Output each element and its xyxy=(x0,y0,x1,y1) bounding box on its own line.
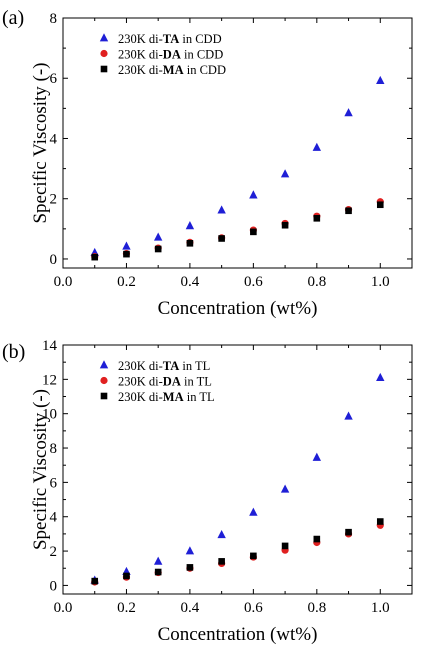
data-point xyxy=(153,556,163,565)
data-point xyxy=(185,546,195,555)
x-tick-label: 0.2 xyxy=(117,600,136,616)
x-tick-label: 1.0 xyxy=(371,600,390,616)
x-tick-label: 0.6 xyxy=(244,600,263,616)
x-tick-label: 0.6 xyxy=(244,274,263,290)
data-point xyxy=(154,568,162,576)
data-point xyxy=(376,201,384,209)
chart-panel-b: (b) 0.0 0.2 0.4 0.6 0.8 1.0 0 2 4 6 8 10 12 14 Concentr… xyxy=(2,338,413,645)
data-point xyxy=(186,564,194,571)
data-point xyxy=(91,577,99,585)
data-point xyxy=(345,207,352,215)
data-point xyxy=(280,484,290,493)
data-point xyxy=(376,518,384,525)
plot-frame xyxy=(62,344,413,595)
y-tick-label: 8 xyxy=(50,11,58,27)
y-tick-label: 0 xyxy=(50,252,58,268)
legend-marker xyxy=(99,360,109,369)
data-point xyxy=(376,372,385,381)
data-point xyxy=(376,75,385,85)
legend-marker xyxy=(100,49,108,58)
y-tick-label: 2 xyxy=(50,192,58,208)
data-point xyxy=(153,232,163,241)
data-point xyxy=(280,169,290,178)
data-point xyxy=(250,228,257,236)
data-point xyxy=(249,190,258,199)
legend-marker xyxy=(100,65,108,73)
data-point xyxy=(345,528,352,536)
y-tick-label: 12 xyxy=(42,372,57,388)
y-tick-label: 10 xyxy=(42,407,57,423)
legend-label: 230K di-MA in TL xyxy=(118,390,215,404)
panel-label: (a) xyxy=(2,7,24,29)
data-point xyxy=(312,142,322,151)
data-point xyxy=(250,552,257,560)
data-point xyxy=(122,241,131,250)
data-point xyxy=(218,558,225,565)
data-point xyxy=(154,245,162,253)
x-tick-label: 0.4 xyxy=(181,274,200,290)
data-point xyxy=(217,529,226,539)
data-point xyxy=(218,235,225,242)
x-axis-label: Concentration (wt%) xyxy=(158,298,318,319)
data-point xyxy=(217,205,226,214)
legend-label: 230K di-DA in TL xyxy=(118,375,212,389)
data-point xyxy=(123,572,130,580)
y-axis-label: Specific Viscosity (-) xyxy=(30,389,51,550)
series-ta xyxy=(90,75,385,256)
series-ma xyxy=(91,201,384,261)
legend-label: 230K di-MA in CDD xyxy=(118,63,226,77)
data-point xyxy=(123,250,130,258)
x-tick-label: 0.8 xyxy=(307,600,326,616)
chart-panel-a: (a) 0.0 0.2 0.4 0.6 0.8 1.0 0 2 4 6 8 Concentration … xyxy=(2,7,413,319)
legend-marker xyxy=(100,376,108,385)
x-axis-label: Concentration (wt%) xyxy=(158,624,318,645)
y-tick-label: 14 xyxy=(42,338,58,354)
data-point xyxy=(91,253,99,261)
panel-label: (b) xyxy=(2,341,25,363)
data-point xyxy=(249,507,258,516)
x-tick-label: 0.0 xyxy=(54,274,73,290)
y-axis-label: Specific Viscosity (-) xyxy=(30,62,51,223)
data-point xyxy=(281,542,289,550)
data-point xyxy=(312,452,322,461)
y-tick-label: 4 xyxy=(50,131,58,147)
legend-label: 230K di-DA in CDD xyxy=(118,48,223,62)
data-point xyxy=(186,240,194,247)
series-ma xyxy=(91,518,384,585)
legend-label: 230K di-TA in TL xyxy=(118,359,210,373)
data-point xyxy=(344,108,353,117)
data-point xyxy=(281,221,289,229)
x-tick-label: 1.0 xyxy=(371,274,390,290)
y-tick-label: 8 xyxy=(50,441,58,457)
x-tick-label: 0.0 xyxy=(54,600,73,616)
y-tick-label: 4 xyxy=(50,510,58,526)
y-tick-label: 6 xyxy=(50,475,58,491)
y-tick-label: 0 xyxy=(50,578,58,594)
series-da xyxy=(91,198,384,261)
data-point xyxy=(344,411,353,420)
data-point xyxy=(313,215,321,222)
x-tick-label: 0.2 xyxy=(117,274,136,290)
data-point xyxy=(185,221,195,230)
series-ta xyxy=(90,372,385,584)
x-tick-label: 0.8 xyxy=(307,274,326,290)
legend-label: 230K di-TA in CDD xyxy=(118,32,222,46)
series-da xyxy=(91,521,384,586)
plot-frame xyxy=(62,17,413,269)
legend-marker xyxy=(99,33,109,42)
y-tick-label: 6 xyxy=(50,71,58,87)
legend-marker xyxy=(100,392,108,400)
y-tick-label: 2 xyxy=(50,544,58,560)
data-point xyxy=(313,535,321,543)
x-tick-label: 0.4 xyxy=(181,600,200,616)
